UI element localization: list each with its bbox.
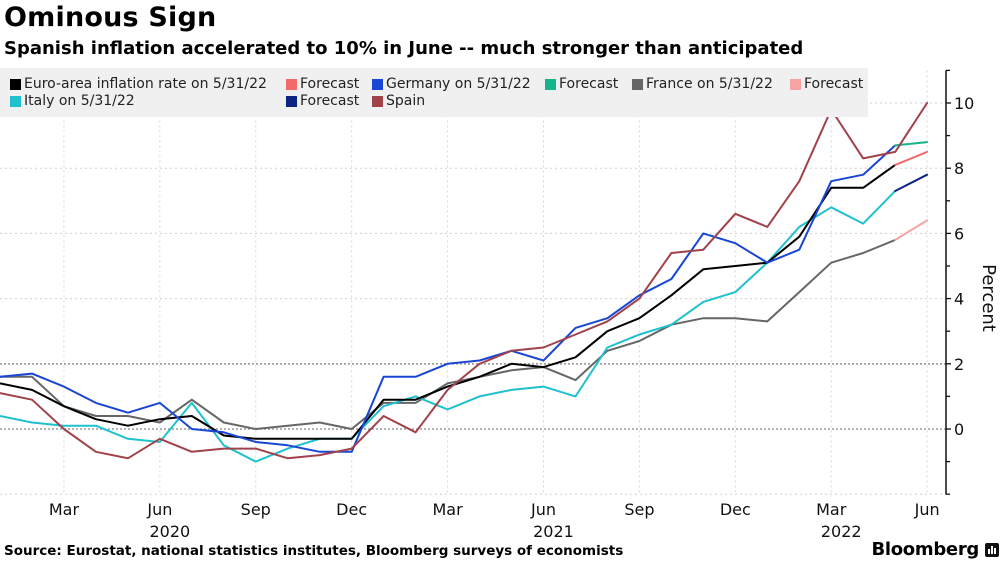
legend-label: Forecast [804,76,864,92]
chart-subtitle: Spanish inflation accelerated to 10% in … [4,38,804,59]
x-year-label: 2022 [821,522,862,541]
legend-label: Forecast [300,93,360,109]
legend-label: Germany on 5/31/22 [386,76,531,92]
series-line-france-on-5-31-22 [0,238,897,430]
series-line-germany-on-5-31-22 [0,144,897,453]
legend-item-italy: Italy on 5/31/22 [10,93,135,109]
legend-swatch [286,95,297,107]
legend-item-euro-forecast: Forecast [286,76,359,92]
x-tick-label: Dec [720,500,751,519]
legend-swatch [10,95,21,107]
x-year-label: 2020 [149,522,190,541]
legend-label: Forecast [300,76,360,92]
source-note: Source: Eurostat, national statistics in… [4,543,624,559]
legend-label: France on 5/31/22 [646,76,773,92]
bloomberg-chart-icon [985,543,999,557]
y-tick-label: 8 [954,159,964,178]
legend-item-germany: Germany on 5/31/22 [372,76,531,92]
x-tick-label: Mar [432,500,463,519]
series-line-euro-area-forecast [894,150,929,166]
x-tick-label: Sep [624,500,654,519]
legend-item-france: France on 5/31/22 [632,76,773,92]
legend-swatch [10,78,21,90]
legend-label: Spain [386,93,426,109]
x-tick-label: Mar [816,500,847,519]
legend-label: Forecast [559,76,619,92]
x-tick-label: Jun [146,500,172,519]
legend-swatch [372,78,383,90]
legend-item-italy-forecast: Forecast [286,93,359,109]
legend-label: Euro-area inflation rate on 5/31/22 [24,76,267,92]
legend-item-germany-forecast: Forecast [545,76,618,92]
legend-item-france-forecast: Forecast [790,76,863,92]
y-tick-label: 6 [954,224,964,243]
y-axis: 0 2 4 6 8 10 [945,69,974,495]
legend-swatch [286,78,297,90]
legend-swatch [372,95,383,107]
series-lines [0,102,929,463]
gridlines [0,70,946,495]
series-line-italy-forecast [894,173,929,192]
legend: Euro-area inflation rate on 5/31/22 Fore… [0,68,868,117]
x-axis: Mar Jun 2020 Sep Dec Mar Jun 2021 Sep Dec Mar 2022 J… [49,500,940,541]
legend-swatch [545,78,556,90]
brand-logo-text: Bloomberg [871,539,979,560]
x-tick-label: Jun [530,500,556,519]
x-tick-label: Sep [241,500,271,519]
y-tick-label: 2 [954,355,964,374]
series-line-spain [0,102,929,460]
y-axis-title: Percent [978,264,999,332]
legend-item-euro-area: Euro-area inflation rate on 5/31/22 [10,76,267,92]
x-tick-label: Dec [336,500,367,519]
y-tick-label: 10 [954,94,974,113]
legend-swatch [790,78,801,90]
legend-item-spain: Spain [372,93,425,109]
legend-label: Italy on 5/31/22 [24,93,135,109]
x-tick-label: Mar [49,500,80,519]
y-tick-label: 4 [954,290,964,309]
series-line-france-forecast [894,219,929,241]
legend-swatch [632,78,643,90]
x-year-label: 2021 [533,522,574,541]
series-line-euro-area-inflation-rate-on-5-31-22 [0,163,897,440]
x-tick-label: Jun [914,500,940,519]
y-tick-label: 0 [954,420,964,439]
series-line-italy-on-5-31-22 [0,190,897,463]
chart-title: Ominous Sign [4,2,217,33]
